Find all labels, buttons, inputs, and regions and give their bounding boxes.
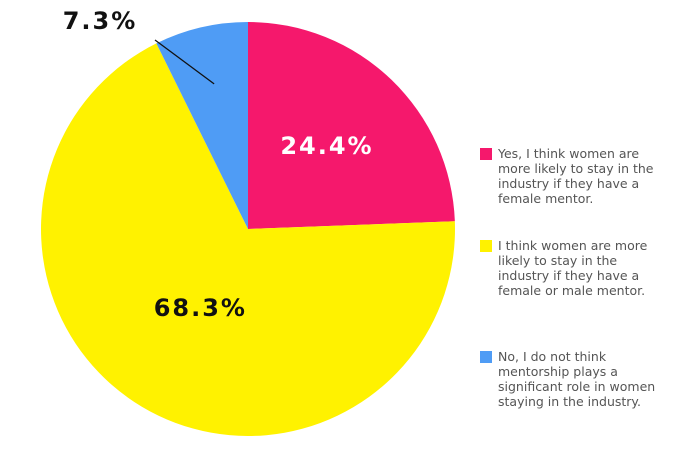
slice-label: 68.3% [154, 294, 247, 322]
legend-label: I think women are more likely to stay in… [498, 238, 648, 298]
legend-entry: No, I do not think mentorship plays a si… [480, 349, 660, 409]
legend-entry: Yes, I think women are more likely to st… [480, 146, 660, 206]
slice-label: 24.4% [280, 132, 373, 160]
pie-slice [41, 43, 456, 437]
legend-entry: I think women are more likely to stay in… [480, 238, 660, 298]
pie-slice [156, 22, 248, 229]
legend-swatch [480, 351, 492, 363]
legend-label: No, I do not think mentorship plays a si… [498, 349, 656, 409]
legend-swatch [480, 240, 492, 252]
legend-swatch [480, 148, 492, 160]
leader-line [154, 39, 215, 85]
slice-label: 7.3% [63, 7, 138, 35]
pie-slice [248, 22, 455, 229]
legend-label: Yes, I think women are more likely to st… [498, 146, 654, 206]
